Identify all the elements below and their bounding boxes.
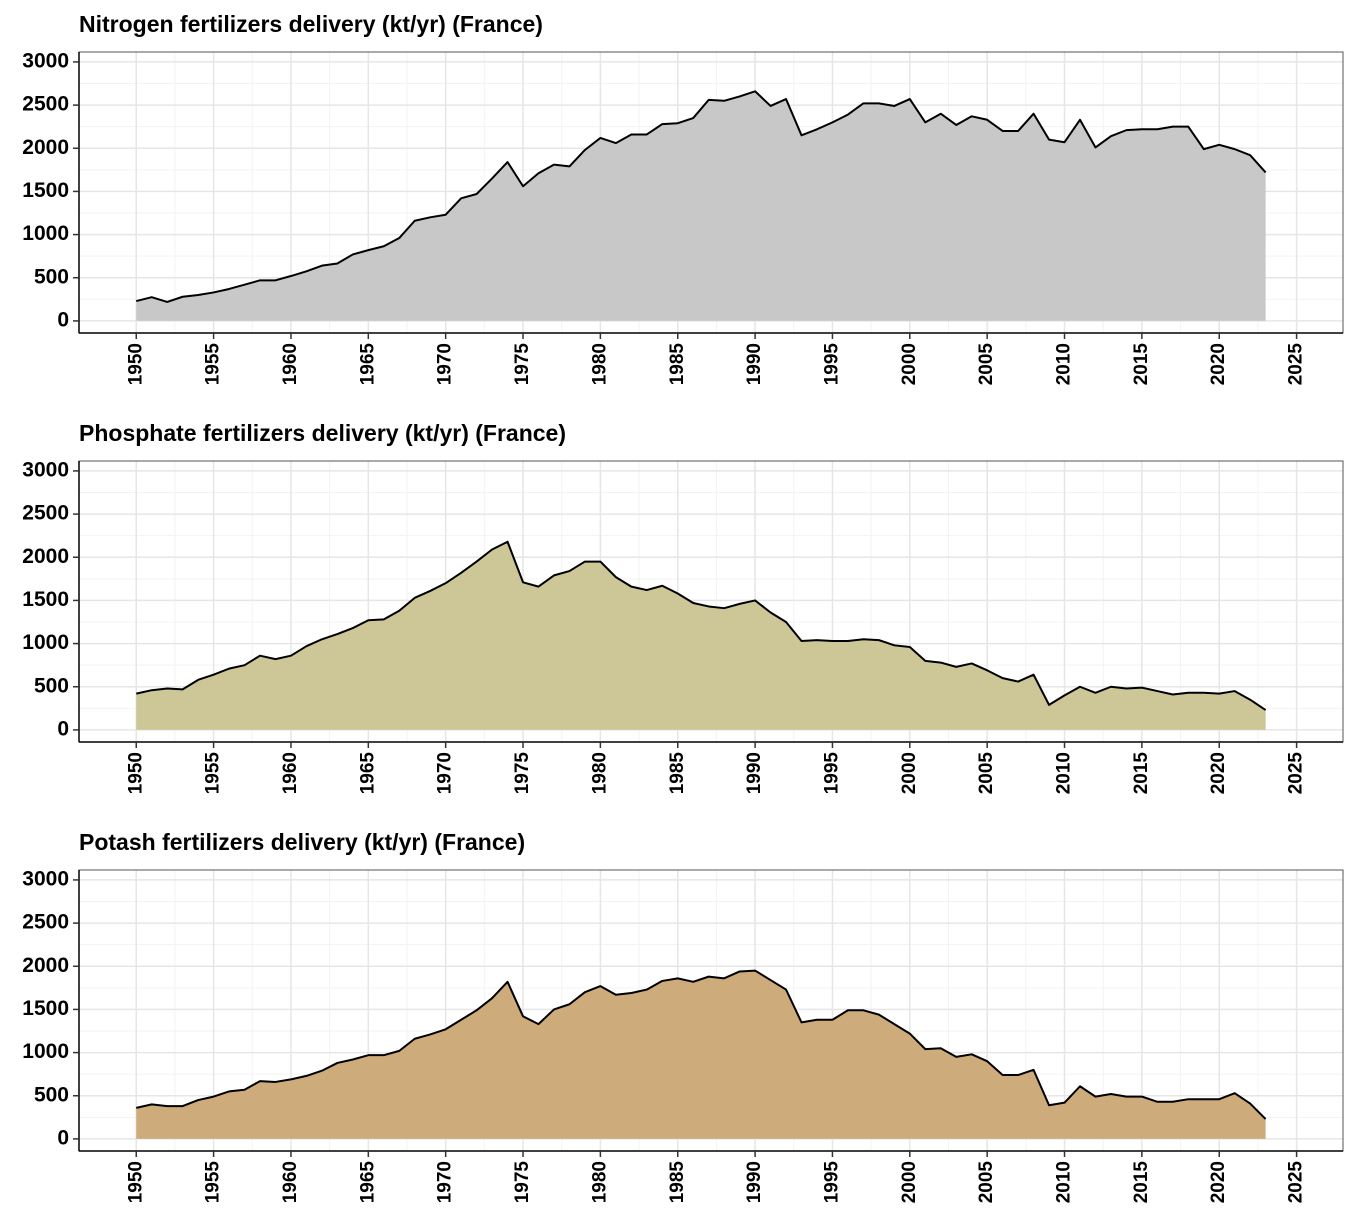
x-tick-label: 2005 xyxy=(976,343,997,386)
x-tick-label: 1985 xyxy=(667,343,688,386)
area-fill xyxy=(136,91,1266,321)
x-tick-label: 1955 xyxy=(203,343,224,386)
area-line xyxy=(136,969,1267,1120)
chart-title: Nitrogen fertilizers delivery (kt/yr) (F… xyxy=(79,11,543,37)
y-tick-label: 2000 xyxy=(22,136,69,159)
y-tick-label: 1500 xyxy=(22,997,69,1020)
chart-title: Phosphate fertilizers delivery (kt/yr) (… xyxy=(79,420,566,446)
x-tick-label: 2000 xyxy=(899,343,920,385)
y-tick-label: 2000 xyxy=(22,954,69,977)
x-tick-label: 1965 xyxy=(357,343,378,386)
y-tick-label: 1500 xyxy=(22,179,69,202)
x-tick-label: 1950 xyxy=(125,1161,146,1203)
x-tick-label: 1960 xyxy=(280,752,301,794)
y-tick-label: 3000 xyxy=(22,458,69,481)
x-tick-label: 1990 xyxy=(744,343,765,385)
x-tick-label: 2025 xyxy=(1286,752,1307,795)
y-tick-label: 0 xyxy=(57,1126,69,1149)
y-tick-label: 1000 xyxy=(22,1040,69,1063)
x-tick-label: 1995 xyxy=(821,752,842,795)
x-tick-label: 1975 xyxy=(512,752,533,795)
x-tick-label: 2010 xyxy=(1054,1161,1075,1203)
y-tick-label: 2000 xyxy=(22,545,69,568)
y-tick-label: 2500 xyxy=(22,911,69,934)
x-tick-label: 1970 xyxy=(435,752,456,794)
x-tick-label: 2020 xyxy=(1208,343,1229,385)
y-tick-label: 3000 xyxy=(22,49,69,72)
y-tick-label: 1000 xyxy=(22,631,69,654)
x-tick-label: 1980 xyxy=(589,752,610,794)
x-tick-label: 2000 xyxy=(899,1161,920,1203)
x-tick-label: 2005 xyxy=(976,752,997,795)
x-tick-label: 1955 xyxy=(203,1161,224,1204)
x-tick-label: 1990 xyxy=(744,752,765,794)
x-tick-label: 1965 xyxy=(357,1161,378,1204)
x-tick-label: 2010 xyxy=(1054,752,1075,794)
x-tick-label: 2025 xyxy=(1286,343,1307,386)
x-tick-label: 1995 xyxy=(821,1161,842,1204)
y-tick-label: 3000 xyxy=(22,867,69,890)
x-tick-label: 1985 xyxy=(667,1161,688,1204)
x-tick-label: 2020 xyxy=(1208,1161,1229,1203)
x-tick-label: 1970 xyxy=(435,1161,456,1203)
x-tick-label: 1995 xyxy=(821,343,842,386)
x-tick-label: 1960 xyxy=(280,343,301,385)
area-line xyxy=(135,90,1267,303)
x-tick-label: 2025 xyxy=(1286,1161,1307,1204)
x-tick-label: 2010 xyxy=(1054,343,1075,385)
area-fill xyxy=(136,541,1266,730)
chart-title: Potash fertilizers delivery (kt/yr) (Fra… xyxy=(79,829,525,855)
y-tick-label: 500 xyxy=(34,265,69,288)
x-tick-label: 1955 xyxy=(203,752,224,795)
x-tick-label: 1980 xyxy=(589,1161,610,1203)
y-tick-label: 1500 xyxy=(22,588,69,611)
x-tick-label: 1950 xyxy=(125,752,146,794)
y-tick-label: 2500 xyxy=(22,93,69,116)
x-tick-label: 2015 xyxy=(1131,752,1152,795)
x-tick-label: 2020 xyxy=(1208,752,1229,794)
x-tick-label: 2015 xyxy=(1131,343,1152,386)
x-tick-label: 1975 xyxy=(512,1161,533,1204)
x-tick-label: 1990 xyxy=(744,1161,765,1203)
y-tick-label: 500 xyxy=(34,674,69,697)
x-tick-label: 1960 xyxy=(280,1161,301,1203)
area-fill xyxy=(136,970,1266,1139)
y-tick-label: 0 xyxy=(57,308,69,331)
area-line xyxy=(136,540,1267,711)
x-tick-label: 1970 xyxy=(435,343,456,385)
x-tick-label: 1985 xyxy=(667,752,688,795)
y-tick-label: 0 xyxy=(57,717,69,740)
y-tick-label: 2500 xyxy=(22,502,69,525)
x-tick-label: 1975 xyxy=(512,343,533,386)
x-tick-label: 1980 xyxy=(589,343,610,385)
y-tick-label: 500 xyxy=(34,1083,69,1106)
x-tick-label: 2015 xyxy=(1131,1161,1152,1204)
x-tick-label: 2000 xyxy=(899,752,920,794)
y-tick-label: 1000 xyxy=(22,222,69,245)
x-tick-label: 1950 xyxy=(125,343,146,385)
x-tick-label: 1965 xyxy=(357,752,378,795)
x-tick-label: 2005 xyxy=(976,1161,997,1204)
